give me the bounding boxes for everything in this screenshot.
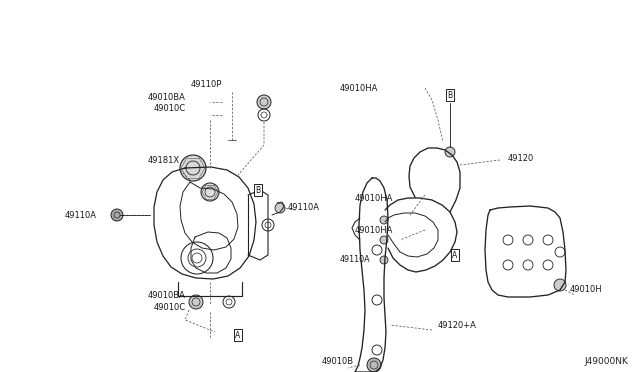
Text: 49120+A: 49120+A	[438, 321, 477, 330]
Text: 49110A: 49110A	[65, 211, 97, 219]
Text: A: A	[452, 250, 458, 260]
Text: 49010C: 49010C	[154, 302, 186, 311]
Circle shape	[257, 95, 271, 109]
Circle shape	[189, 295, 203, 309]
Text: B: B	[255, 186, 260, 195]
Circle shape	[180, 155, 206, 181]
Text: 49110A: 49110A	[340, 256, 371, 264]
Text: 49010H: 49010H	[570, 285, 603, 295]
Text: J49000NK: J49000NK	[584, 357, 628, 366]
Text: 49010HA: 49010HA	[355, 193, 394, 202]
Text: 49010B: 49010B	[322, 357, 354, 366]
Text: 49010HA: 49010HA	[340, 83, 378, 93]
Text: 49181X: 49181X	[148, 155, 180, 164]
Text: 49010HA: 49010HA	[355, 225, 394, 234]
Circle shape	[380, 256, 388, 264]
Text: 49010BA: 49010BA	[148, 291, 186, 299]
Circle shape	[380, 236, 388, 244]
Text: B: B	[447, 90, 452, 99]
Circle shape	[554, 279, 566, 291]
Text: 49010C: 49010C	[154, 103, 186, 112]
Circle shape	[275, 203, 285, 213]
Text: 49110P: 49110P	[191, 80, 222, 89]
Text: A: A	[236, 330, 241, 340]
Circle shape	[380, 216, 388, 224]
Circle shape	[445, 147, 455, 157]
Circle shape	[201, 183, 219, 201]
Text: 49110A: 49110A	[288, 202, 320, 212]
Text: 49010BA: 49010BA	[148, 93, 186, 102]
Circle shape	[111, 209, 123, 221]
Circle shape	[367, 358, 381, 372]
Text: 49120: 49120	[508, 154, 534, 163]
